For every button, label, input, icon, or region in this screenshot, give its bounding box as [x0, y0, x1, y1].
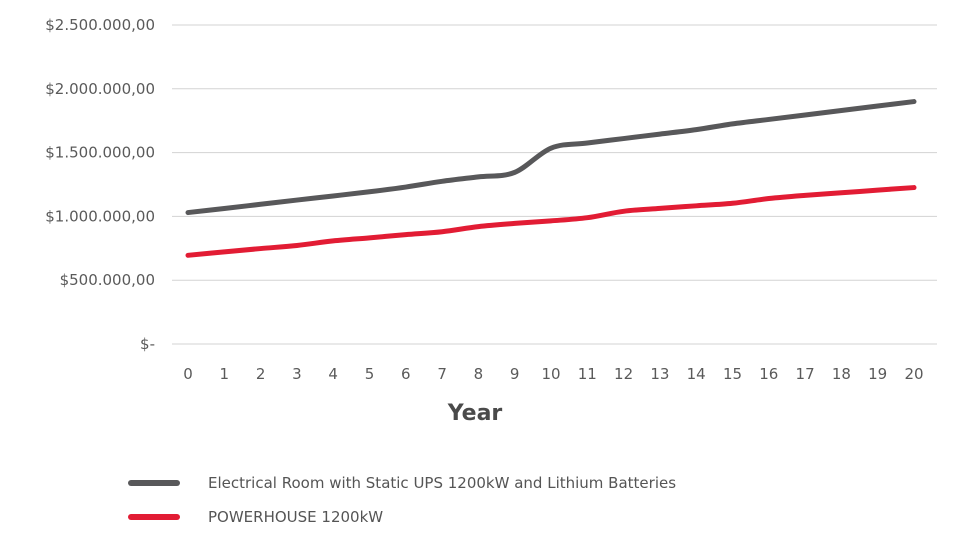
- x-tick-label: 13: [650, 365, 669, 383]
- x-tick-label: 18: [832, 365, 851, 383]
- x-tick-label: 14: [687, 365, 706, 383]
- x-tick-label: 19: [868, 365, 887, 383]
- x-tick-label: 3: [292, 365, 302, 383]
- y-tick-label: $500.000,00: [60, 271, 155, 289]
- x-tick-label: 5: [365, 365, 375, 383]
- legend-item-series-0: Electrical Room with Static UPS 1200kW a…: [128, 466, 676, 500]
- y-tick-label: $1.500.000,00: [45, 144, 155, 162]
- x-tick-label: 16: [759, 365, 778, 383]
- legend: Electrical Room with Static UPS 1200kW a…: [128, 466, 676, 534]
- x-axis-title: Year: [447, 401, 503, 426]
- line-chart: $- $500.000,00 $1.000.000,00 $1.500.000,00 $…: [45, 16, 937, 426]
- x-tick-label: 8: [474, 365, 484, 383]
- x-tick-label: 20: [904, 365, 923, 383]
- x-tick-label: 9: [510, 365, 520, 383]
- x-tick-label: 0: [183, 365, 193, 383]
- legend-swatch-series-0: [128, 480, 180, 486]
- y-tick-label: $2.500.000,00: [45, 16, 155, 34]
- x-tick-label: 7: [437, 365, 447, 383]
- series-line-0: [185, 99, 917, 216]
- y-tick-label: $-: [140, 335, 155, 353]
- x-tick-label: 4: [328, 365, 338, 383]
- series-line-1: [185, 185, 917, 258]
- x-tick-label: 15: [723, 365, 742, 383]
- x-tick-label: 6: [401, 365, 411, 383]
- gridlines: [172, 24, 937, 345]
- x-tick-label: 10: [541, 365, 560, 383]
- legend-item-series-1: POWERHOUSE 1200kW: [128, 500, 676, 534]
- x-tick-label: 12: [614, 365, 633, 383]
- series-lines: [185, 99, 917, 258]
- legend-label-series-1: POWERHOUSE 1200kW: [208, 508, 384, 526]
- y-tick-label: $1.000.000,00: [45, 207, 155, 225]
- x-tick-label: 11: [578, 365, 597, 383]
- legend-label-series-0: Electrical Room with Static UPS 1200kW a…: [208, 474, 677, 492]
- y-axis-ticks: $- $500.000,00 $1.000.000,00 $1.500.000,00 $…: [45, 16, 155, 353]
- legend-swatch-series-1: [128, 514, 180, 520]
- x-axis-ticks: 0 1 2 3 4 5 6 7 8 9 10 11 12 13 14 15 16 17 18 19 20: [183, 365, 923, 383]
- x-tick-label: 1: [220, 365, 230, 383]
- x-tick-label: 17: [796, 365, 815, 383]
- y-tick-label: $2.000.000,00: [45, 80, 155, 98]
- x-tick-label: 2: [256, 365, 266, 383]
